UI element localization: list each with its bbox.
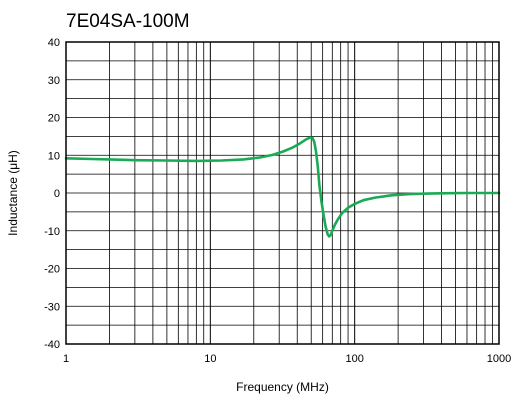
x-axis-label: Frequency (MHz) — [236, 380, 329, 394]
x-tick-label: 1000 — [487, 353, 511, 365]
series-layer — [64, 136, 501, 238]
y-tick-label: -20 — [44, 264, 60, 276]
y-tick-label: 10 — [48, 150, 60, 162]
y-tick-label: -10 — [44, 226, 60, 238]
chart-title: 7E04SA-100M — [66, 11, 190, 32]
x-tick-label: 1 — [63, 353, 69, 365]
y-tick-labels: -40 -30 -20 -10 0 10 20 30 40 — [44, 37, 60, 351]
y-tick-label: 30 — [48, 75, 60, 87]
y-axis-label: Inductance (μH) — [6, 150, 20, 236]
series-line — [64, 136, 501, 238]
x-tick-label: 10 — [204, 353, 216, 365]
plot-frame — [65, 41, 500, 345]
y-tick-label: -30 — [44, 301, 60, 313]
y-tick-label: 20 — [48, 113, 60, 125]
y-tick-label: 40 — [48, 37, 60, 49]
y-tick-label: -40 — [44, 339, 60, 351]
x-tick-labels: 1 10 100 1000 — [63, 353, 511, 365]
y-tick-label: 0 — [54, 188, 60, 200]
x-tick-label: 100 — [345, 353, 363, 365]
